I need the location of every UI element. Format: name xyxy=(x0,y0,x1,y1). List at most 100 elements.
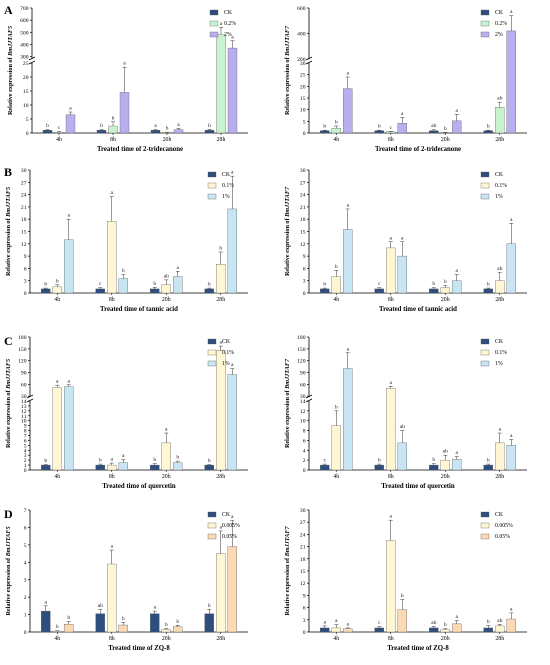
y-tick-label: 2 xyxy=(24,595,27,601)
chart-panel-4: 01234567891011121314306090120150180Relat… xyxy=(4,334,248,490)
y-tick-label: 14 xyxy=(21,399,27,405)
y-tick-label: 10 xyxy=(300,108,306,114)
y-tick-label: 12 xyxy=(300,242,306,248)
significance-letter: a xyxy=(401,111,404,117)
significance-letter: b xyxy=(444,622,447,628)
bar xyxy=(42,130,53,134)
y-tick-label: 0 xyxy=(26,131,29,137)
y-tick-label: 9 xyxy=(24,424,27,430)
y-tick-label: 11 xyxy=(21,414,27,420)
y-tick-label: 24 xyxy=(21,193,27,199)
legend-label: 1% xyxy=(495,194,503,200)
legend-label: 0.2% xyxy=(224,21,236,27)
bar xyxy=(118,462,128,471)
y-tick-label: 9 xyxy=(303,593,306,599)
y-tick-label: 6 xyxy=(303,438,306,444)
legend-swatch xyxy=(209,20,219,27)
x-tick-label: 28h xyxy=(495,636,504,642)
y-tick-label: 14 xyxy=(300,399,306,405)
x-tick-label: 28h xyxy=(495,137,504,143)
bar xyxy=(227,47,238,134)
x-axis-label: Treated time of tannic acid xyxy=(379,306,457,313)
y-tick-label: 3 xyxy=(303,618,306,624)
significance-letter: b xyxy=(335,120,338,126)
x-tick-label: 4h xyxy=(54,297,60,303)
y-tick-label: 180 xyxy=(297,335,306,341)
legend-swatch xyxy=(480,511,490,518)
x-tick-label: 20h xyxy=(162,297,171,303)
bar xyxy=(108,125,118,134)
bar xyxy=(495,625,505,633)
bar xyxy=(41,288,51,294)
x-tick-label: 4h xyxy=(333,137,339,143)
significance-letter: b xyxy=(56,624,59,630)
significance-letter: a xyxy=(123,61,126,67)
significance-letter: b xyxy=(487,619,490,625)
x-tick-label: 28h xyxy=(495,474,504,480)
panel-letter: B xyxy=(4,165,12,179)
legend-label: 2% xyxy=(224,32,232,38)
x-tick-label: 20h xyxy=(441,137,450,143)
significance-letter: a xyxy=(122,453,125,459)
y-tick-label: 0 xyxy=(24,291,27,297)
bar xyxy=(320,627,330,633)
significance-letter: a xyxy=(68,213,71,219)
bar xyxy=(107,221,117,294)
y-axis-label: Relative expression of BmJJTAF5 xyxy=(7,26,14,115)
bar xyxy=(506,445,516,471)
chart-panel-3: 0 3 6 9 12 15 18 21 24 27 30 Relative expression of… xyxy=(284,168,527,313)
y-tick-label: 10 xyxy=(21,419,27,425)
significance-letter: a xyxy=(111,544,114,550)
bar xyxy=(429,464,439,471)
legend-swatch xyxy=(209,9,219,16)
bar xyxy=(227,546,237,633)
significance-letter: a xyxy=(56,379,59,385)
significance-letter: a xyxy=(335,618,338,624)
bar xyxy=(41,464,51,471)
bar xyxy=(107,563,117,633)
bar xyxy=(173,129,184,134)
significance-letter: ab xyxy=(497,96,502,102)
legend-swatch xyxy=(480,349,490,356)
significance-letter: a xyxy=(231,514,234,520)
x-axis-label: Treated time of quercetin xyxy=(381,483,455,490)
bar xyxy=(119,92,130,134)
legend-swatch xyxy=(480,20,490,27)
legend-swatch xyxy=(480,360,490,367)
bar xyxy=(150,464,160,471)
y-tick-label: 120 xyxy=(297,359,306,365)
bar xyxy=(506,30,516,134)
y-tick-label: 6 xyxy=(303,266,306,272)
axis-break-mark xyxy=(28,56,36,61)
legend-swatch xyxy=(207,193,217,200)
significance-letter: b xyxy=(153,281,156,287)
legend-label: CK xyxy=(495,10,504,16)
bar xyxy=(118,624,128,633)
x-tick-label: 4h xyxy=(54,636,60,642)
bar xyxy=(331,276,341,294)
significance-letter: b xyxy=(335,404,338,410)
y-tick-label: 15 xyxy=(300,569,306,575)
significance-letter: b xyxy=(176,455,179,461)
significance-letter: b xyxy=(219,246,222,252)
legend-swatch xyxy=(480,533,490,540)
bar xyxy=(429,130,439,134)
legend-label: 1% xyxy=(495,361,503,367)
x-tick-label: 4h xyxy=(54,474,60,480)
significance-letter: b xyxy=(335,264,338,270)
y-tick-label: 500 xyxy=(20,30,29,36)
significance-letter: b xyxy=(56,278,59,284)
bar xyxy=(227,208,237,294)
y-tick-label: 400 xyxy=(297,32,306,38)
significance-letter: c xyxy=(58,125,61,131)
y-tick-label: 13 xyxy=(21,404,27,410)
bar xyxy=(495,280,505,294)
bar xyxy=(483,627,493,633)
y-tick-label: 3 xyxy=(24,279,27,285)
legend-label: 0.2% xyxy=(495,21,507,27)
bar xyxy=(386,131,396,134)
significance-letter: a xyxy=(154,123,157,129)
significance-letter: a xyxy=(456,108,459,114)
y-tick-label: 27 xyxy=(300,520,306,526)
x-tick-label: 20h xyxy=(163,137,172,143)
